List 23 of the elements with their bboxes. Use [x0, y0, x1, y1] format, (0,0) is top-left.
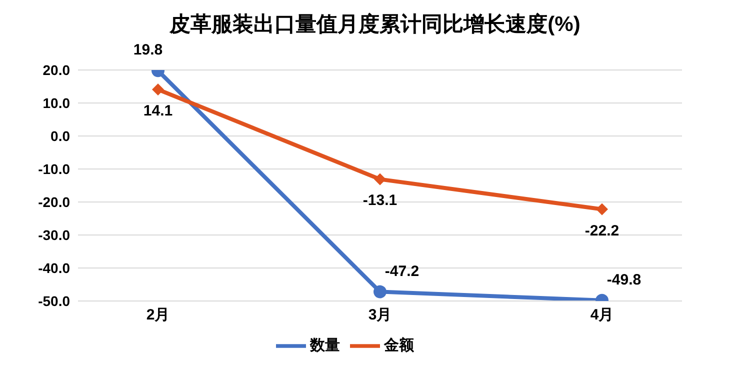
data-label: -22.2: [584, 222, 620, 240]
chart-title: 皮革服装出口量值月度累计同比增长速度(%): [168, 12, 582, 38]
point: [374, 285, 386, 298]
legend-label: 数量: [310, 337, 340, 354]
y-tick-label: -30.0: [38, 226, 70, 243]
x-tick-label: 3月: [368, 306, 392, 324]
point: [596, 203, 608, 216]
y-tick-label: -20.0: [38, 194, 70, 210]
y-tick-label: 20.0: [42, 62, 70, 78]
y-tick-label: -10.0: [38, 160, 70, 177]
data-label: -49.8: [606, 271, 642, 288]
data-label: 14.1: [143, 102, 173, 120]
x-tick-label: 2月: [146, 306, 170, 324]
y-tick-label: -50.0: [38, 292, 70, 309]
data-label: -13.1: [362, 192, 398, 210]
legend-label: 金额: [384, 337, 414, 354]
data-label: -47.2: [384, 262, 420, 280]
y-tick-label: 10.0: [42, 94, 70, 111]
data-label: 19.8: [133, 42, 163, 59]
y-tick-label: -40.0: [38, 260, 70, 276]
y-tick-label: 0.0: [50, 128, 70, 144]
x-tick-label: 4月: [590, 306, 614, 324]
point: [374, 173, 386, 186]
